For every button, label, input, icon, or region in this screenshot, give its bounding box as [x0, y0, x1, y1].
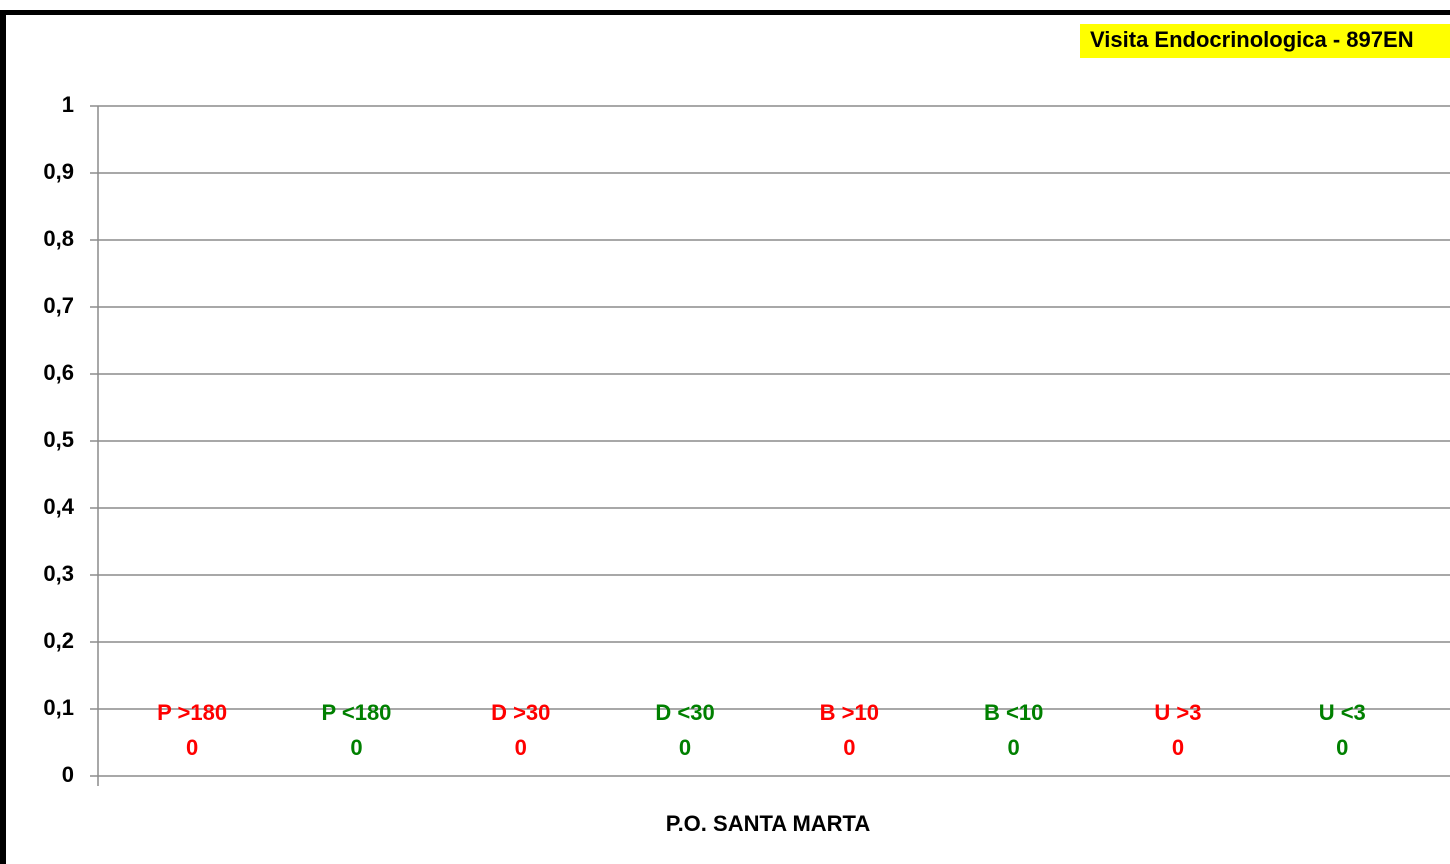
y-tick-label: 0,6	[43, 360, 74, 385]
data-label: 0	[679, 735, 691, 760]
y-tick-label: 1	[62, 92, 74, 117]
title-box	[1080, 24, 1450, 58]
category-label: U <3	[1319, 700, 1366, 725]
y-tick-label: 0,8	[43, 226, 74, 251]
frame-left	[0, 10, 6, 864]
category-label: B >10	[820, 700, 879, 725]
category-label: B <10	[984, 700, 1043, 725]
data-label: 0	[843, 735, 855, 760]
y-tick-label: 0,3	[43, 561, 74, 586]
data-label: 0	[1172, 735, 1184, 760]
y-tick-label: 0,4	[43, 494, 74, 519]
y-tick-label: 0,2	[43, 628, 74, 653]
category-label: P >180	[157, 700, 227, 725]
category-label: P <180	[321, 700, 391, 725]
data-label: 0	[515, 735, 527, 760]
category-label: D >30	[491, 700, 550, 725]
data-label: 0	[350, 735, 362, 760]
category-label: D <30	[655, 700, 714, 725]
chart-title: Visita Endocrinologica - 897EN	[1090, 27, 1414, 52]
category-label: U >3	[1154, 700, 1201, 725]
x-axis-label: P.O. SANTA MARTA	[666, 811, 871, 836]
y-tick-label: 0	[62, 762, 74, 787]
data-label: 0	[186, 735, 198, 760]
y-tick-label: 0,7	[43, 293, 74, 318]
data-label: 0	[1008, 735, 1020, 760]
y-tick-label: 0,5	[43, 427, 74, 452]
y-tick-label: 0,1	[43, 695, 74, 720]
data-label: 0	[1336, 735, 1348, 760]
frame-top	[0, 10, 1450, 15]
y-tick-label: 0,9	[43, 159, 74, 184]
